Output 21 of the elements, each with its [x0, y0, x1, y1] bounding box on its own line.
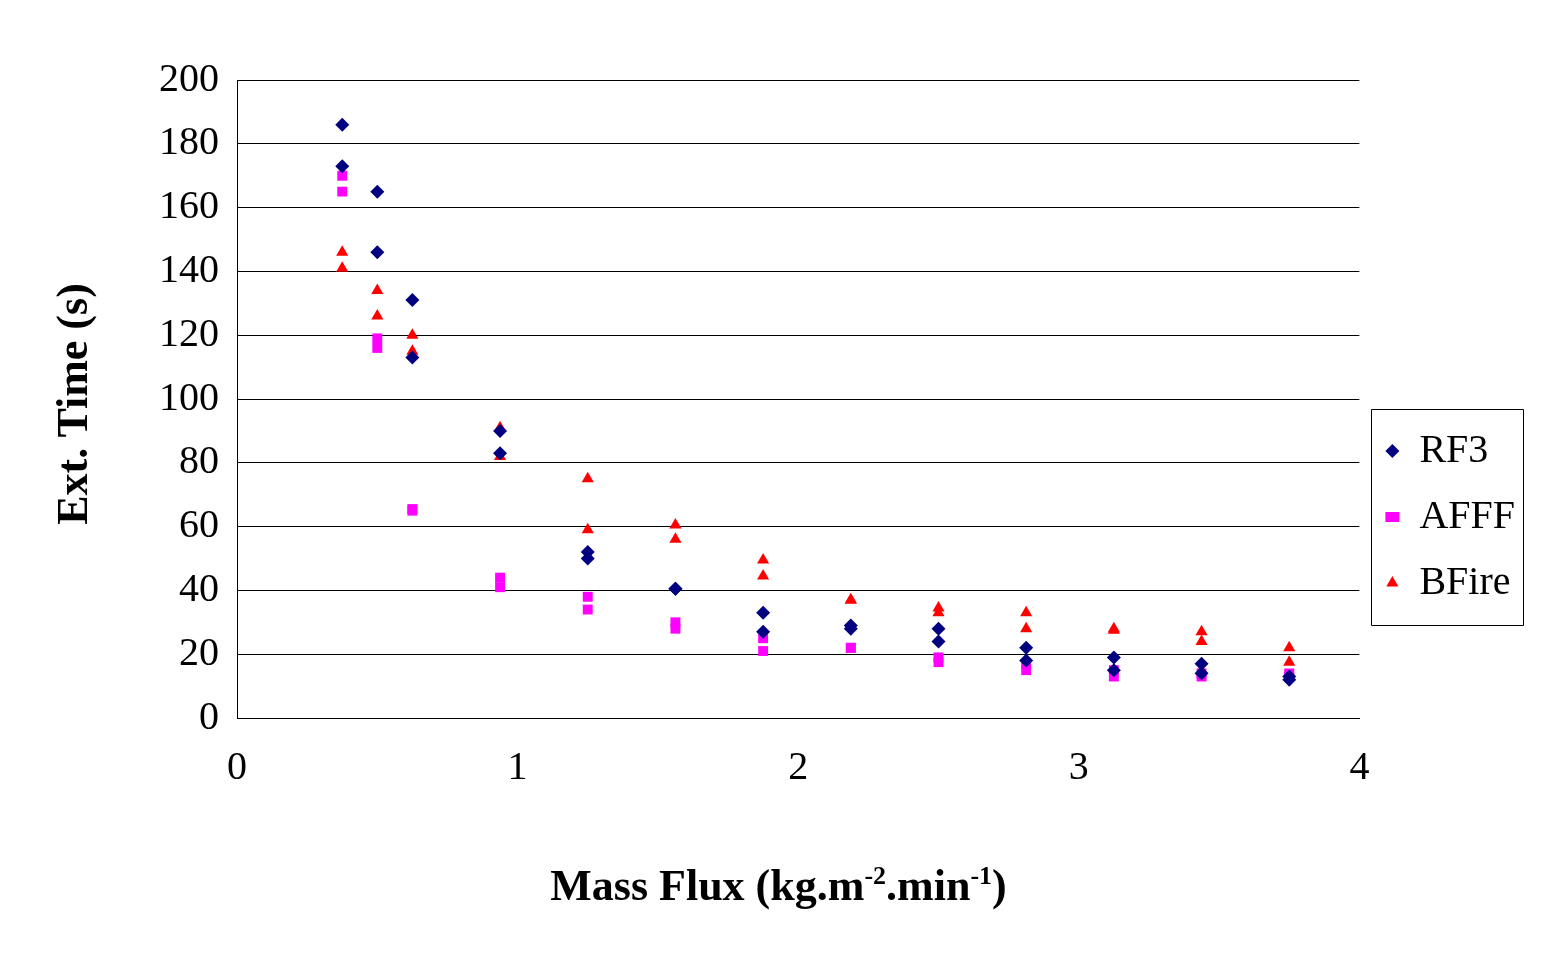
y-axis-title: Ext. Time (s): [46, 283, 98, 525]
y-tick-label: 120: [159, 309, 219, 355]
y-tick-label: 0: [199, 692, 219, 738]
y-tick-label: 180: [159, 118, 219, 164]
y-tick-label: 140: [159, 245, 219, 291]
x-tick-label: 2: [788, 742, 809, 788]
y-tick-label: 40: [179, 564, 219, 610]
x-tick-label: 0: [227, 742, 247, 788]
legend-label: RF3: [1419, 425, 1489, 471]
y-tick-label: 160: [159, 182, 219, 228]
x-tick-label: 3: [1068, 742, 1089, 788]
y-tick-label: 100: [159, 373, 219, 419]
y-tick-label: 20: [179, 628, 219, 674]
y-tick-label: 200: [159, 54, 219, 100]
y-tick-label: 80: [179, 437, 219, 483]
x-tick-label: 4: [1349, 742, 1370, 788]
x-tick-label: 1: [507, 742, 528, 788]
legend-label: BFire: [1419, 557, 1511, 603]
y-tick-label: 60: [179, 501, 219, 547]
x-axis-title: Mass Flux (kg.m$^{-2}$.min$^{-1}$): [549, 860, 1008, 911]
legend-label: AFFF: [1419, 491, 1515, 537]
